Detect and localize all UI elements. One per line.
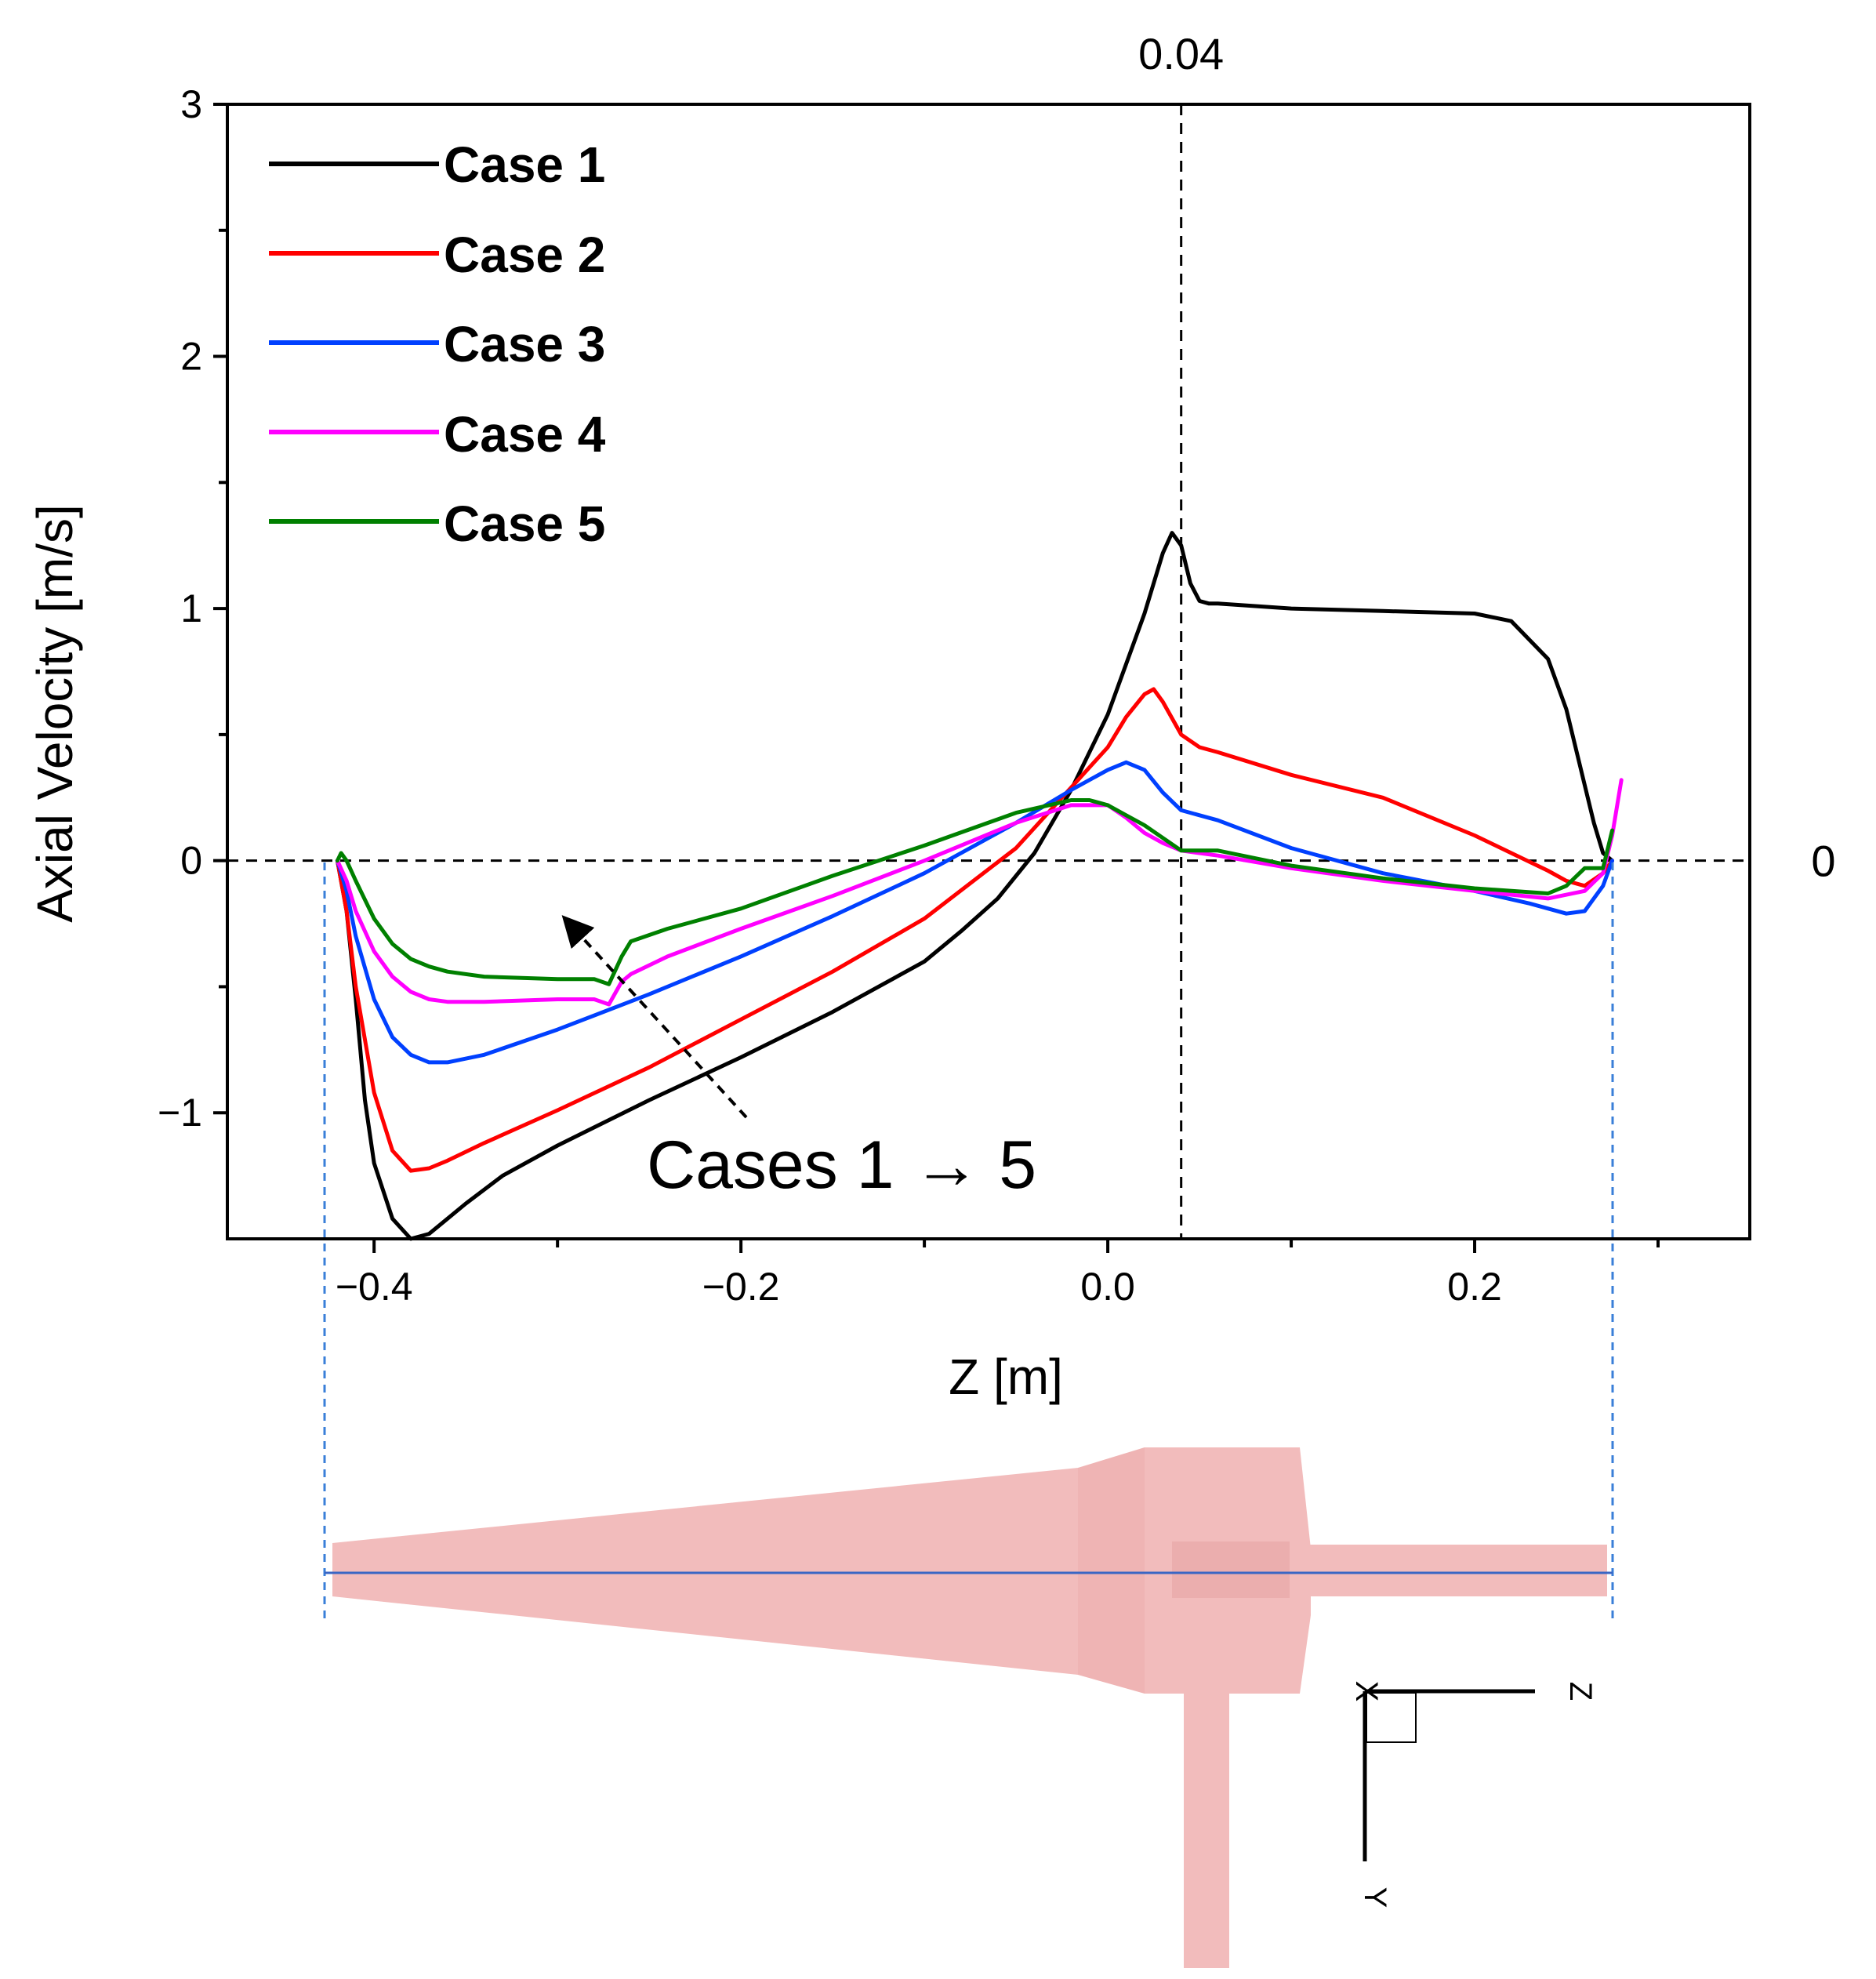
series-line-case-5 [335,798,1614,986]
cases-trend-arrow [561,915,748,1119]
series-line-case-4 [335,778,1624,1007]
horizontal-reference-label: 0 [1811,837,1835,886]
hydrocyclone-geometry [325,1447,1613,1968]
y-tick-label: 1 [180,586,202,630]
axis-ticks: −0.4 −0.2 0.0 0.2 −1 0 1 2 3 [158,82,1660,1309]
plot-frame [226,103,1751,1240]
x-tick-label: −0.2 [702,1265,780,1309]
y-tick-label: 3 [180,82,202,126]
conical-body [332,1468,1078,1675]
legend: Case 1 Case 2 Case 3 Case 4 Case 5 [269,136,606,552]
y-tick-label: 2 [180,335,202,379]
overflow-outlet-pipe [1309,1545,1607,1596]
legend-label-case-3: Case 3 [444,316,605,372]
legend-label-case-2: Case 2 [444,227,605,283]
series-line-case-3 [335,760,1614,1065]
legend-label-case-4: Case 4 [444,406,606,463]
x-tick-label: 0.0 [1080,1265,1135,1309]
reference-lines [227,104,1750,1239]
legend-label-case-1: Case 1 [444,136,605,193]
series-lines [335,531,1624,1241]
cases-annotation: Cases 1 → 5 [647,1127,1036,1203]
y-tick-label: −1 [158,1091,202,1135]
vertical-reference-label: 0.04 [1138,29,1224,78]
underflow-outlet-pipe [1184,1662,1229,1968]
inner-vortex-finder [1172,1541,1290,1598]
x-axis-title: Z [m] [949,1349,1063,1405]
legend-label-case-5: Case 5 [444,496,605,552]
coordinate-axes-icon: Z Y X [1349,1681,1598,1908]
series-line-case-2 [335,687,1614,1173]
y-axis-title: Axial Velocity [m/s] [27,504,83,923]
triad-corner-box [1366,1692,1417,1743]
x-tick-label: 0.2 [1447,1265,1502,1309]
transition-section [1078,1447,1145,1694]
y-axis-label: Y [1358,1887,1392,1908]
x-axis-label: X [1349,1681,1384,1702]
x-tick-label: −0.4 [336,1265,413,1309]
z-axis-label: Z [1563,1682,1598,1701]
y-tick-label: 0 [180,839,202,883]
